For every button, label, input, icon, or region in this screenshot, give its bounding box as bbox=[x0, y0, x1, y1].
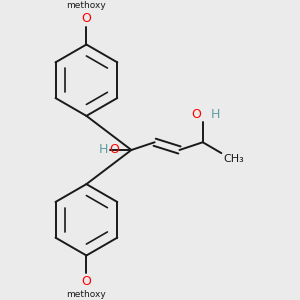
Text: H: H bbox=[99, 143, 108, 156]
Text: H: H bbox=[211, 107, 220, 121]
Text: O: O bbox=[82, 12, 91, 25]
Text: CH₃: CH₃ bbox=[223, 154, 244, 164]
Text: O: O bbox=[82, 275, 91, 288]
Text: methoxy: methoxy bbox=[67, 290, 106, 298]
Text: methoxy: methoxy bbox=[67, 2, 106, 10]
Text: O: O bbox=[109, 143, 119, 156]
Text: O: O bbox=[191, 107, 201, 121]
